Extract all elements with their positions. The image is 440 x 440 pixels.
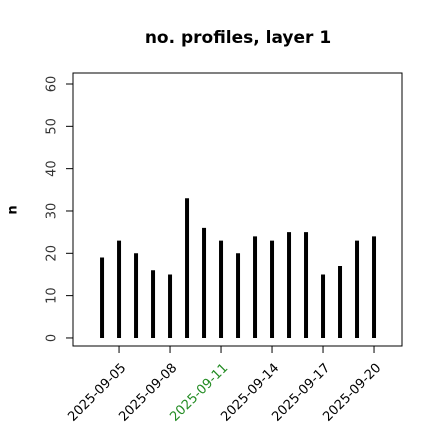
y-tick-label: 40 <box>45 160 60 177</box>
y-tick-label: 30 <box>45 203 60 220</box>
plot-frame <box>72 72 403 347</box>
y-tick-label: 50 <box>45 118 60 135</box>
y-tick-label: 20 <box>45 245 60 262</box>
y-tick-label: 0 <box>45 334 60 342</box>
y-tick-label: 10 <box>45 287 60 304</box>
y-tick-label: 60 <box>45 76 60 93</box>
chart-title: no. profiles, layer 1 <box>145 28 331 48</box>
y-axis-label: n <box>6 205 21 214</box>
